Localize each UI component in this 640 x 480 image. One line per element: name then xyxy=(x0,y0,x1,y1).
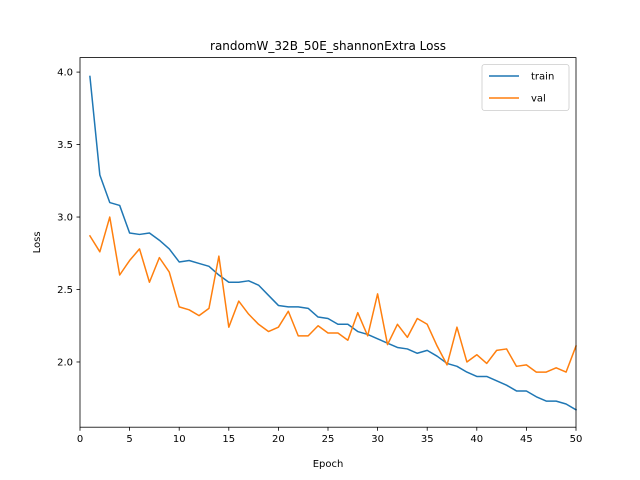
y-tick-label: 2.0 xyxy=(57,357,73,368)
x-tick-label: 45 xyxy=(520,434,533,445)
x-tick-label: 35 xyxy=(421,434,434,445)
x-tick-label: 25 xyxy=(322,434,335,445)
x-tick-label: 5 xyxy=(126,434,132,445)
x-tick-label: 0 xyxy=(77,434,83,445)
series-line-train xyxy=(89,75,578,411)
y-tick-label: 4.0 xyxy=(57,68,73,79)
plot-area xyxy=(88,75,578,411)
x-tick-label: 10 xyxy=(173,434,186,445)
x-tick-label: 30 xyxy=(371,434,384,445)
y-axis-label: Loss xyxy=(32,231,43,253)
legend-label-train: train xyxy=(531,72,554,83)
x-tick-label: 20 xyxy=(272,434,285,445)
x-tick-label: 15 xyxy=(222,434,235,445)
legend: train val xyxy=(481,64,570,111)
legend-box xyxy=(481,64,570,111)
y-tick-label: 3.0 xyxy=(57,213,73,224)
y-axis: 2.0 2.5 3.0 3.5 4.0 xyxy=(57,68,80,368)
x-axis: 0 5 10 15 20 25 30 35 40 45 50 xyxy=(77,427,583,445)
x-axis-label: Epoch xyxy=(313,459,344,470)
x-tick-label: 40 xyxy=(470,434,483,445)
series-line-val xyxy=(88,216,577,373)
y-tick-label: 3.5 xyxy=(57,140,73,151)
legend-label-val: val xyxy=(531,94,546,105)
y-tick-label: 2.5 xyxy=(57,285,73,296)
x-tick-label: 50 xyxy=(570,434,583,445)
chart-title: randomW_32B_50E_shannonExtra Loss xyxy=(210,39,446,53)
